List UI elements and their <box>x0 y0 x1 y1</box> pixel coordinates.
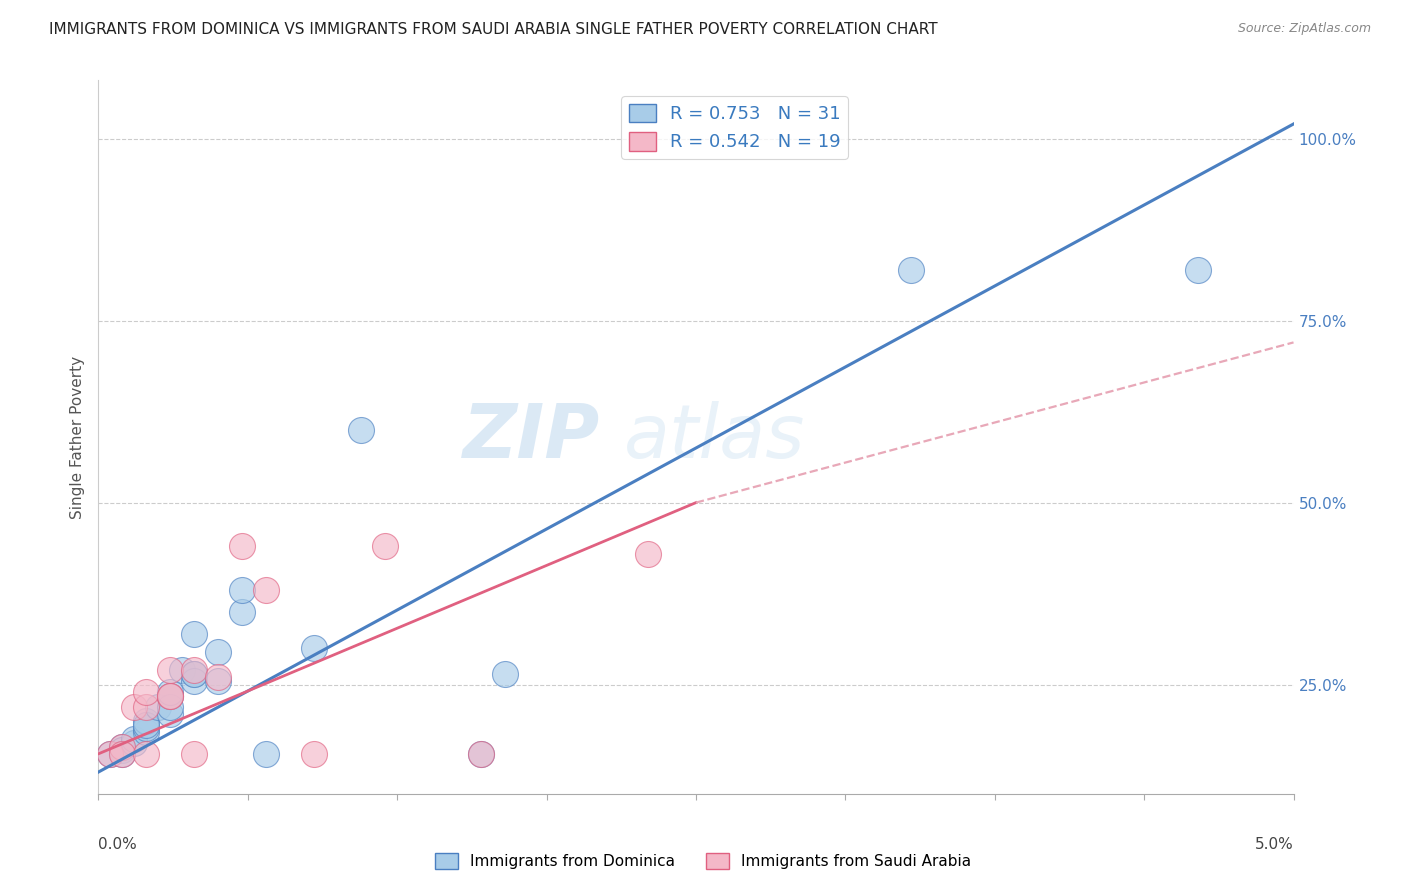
Point <box>470 747 492 761</box>
Point <box>124 736 146 750</box>
Point <box>135 717 157 731</box>
Point <box>135 714 157 728</box>
Point <box>135 699 157 714</box>
Point <box>183 673 205 688</box>
Point <box>159 663 181 677</box>
Point <box>111 739 134 754</box>
Point <box>1187 262 1209 277</box>
Point <box>98 747 122 761</box>
Point <box>111 747 134 761</box>
Text: IMMIGRANTS FROM DOMINICA VS IMMIGRANTS FROM SAUDI ARABIA SINGLE FATHER POVERTY C: IMMIGRANTS FROM DOMINICA VS IMMIGRANTS F… <box>49 22 938 37</box>
Point <box>900 262 922 277</box>
Point <box>159 689 181 703</box>
Point <box>183 666 205 681</box>
Point <box>231 539 253 553</box>
Point <box>207 673 229 688</box>
Text: ZIP: ZIP <box>463 401 600 474</box>
Legend: R = 0.753   N = 31, R = 0.542   N = 19: R = 0.753 N = 31, R = 0.542 N = 19 <box>621 96 848 159</box>
Point <box>111 743 134 757</box>
Point <box>302 641 325 656</box>
Point <box>135 722 157 736</box>
Point <box>159 685 181 699</box>
Point <box>183 747 205 761</box>
Text: 0.0%: 0.0% <box>98 837 138 852</box>
Point <box>637 547 659 561</box>
Point <box>207 670 229 684</box>
Text: 5.0%: 5.0% <box>1254 837 1294 852</box>
Point <box>183 666 205 681</box>
Point <box>494 666 516 681</box>
Point <box>124 699 146 714</box>
Point <box>183 663 205 677</box>
Legend: Immigrants from Dominica, Immigrants from Saudi Arabia: Immigrants from Dominica, Immigrants fro… <box>429 847 977 875</box>
Point <box>159 689 181 703</box>
Point <box>148 699 170 714</box>
Point <box>374 539 396 553</box>
Point <box>231 605 253 619</box>
Point <box>207 645 229 659</box>
Point <box>135 685 157 699</box>
Point <box>159 689 181 703</box>
Point <box>111 739 134 754</box>
Point <box>302 747 325 761</box>
Point <box>111 747 134 761</box>
Y-axis label: Single Father Poverty: Single Father Poverty <box>69 356 84 518</box>
Point <box>254 747 277 761</box>
Point <box>172 663 194 677</box>
Point <box>254 582 277 597</box>
Point <box>159 706 181 721</box>
Point <box>231 582 253 597</box>
Text: atlas: atlas <box>624 401 806 473</box>
Point <box>124 732 146 747</box>
Text: Source: ZipAtlas.com: Source: ZipAtlas.com <box>1237 22 1371 36</box>
Point <box>159 699 181 714</box>
Point <box>350 423 373 437</box>
Point <box>470 747 492 761</box>
Point <box>135 747 157 761</box>
Point <box>183 626 205 640</box>
Point <box>98 747 122 761</box>
Point <box>135 725 157 739</box>
